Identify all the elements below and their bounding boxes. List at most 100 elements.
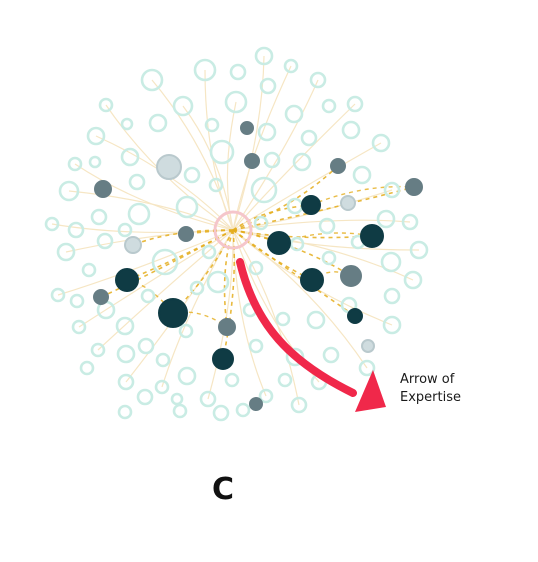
background-link <box>161 229 234 388</box>
community-node <box>321 250 337 266</box>
expertise-link <box>232 229 356 317</box>
community-node <box>253 215 269 231</box>
community-node <box>300 129 318 147</box>
community-node <box>175 195 199 219</box>
community-node <box>81 262 97 278</box>
community-node <box>209 139 235 165</box>
community-node <box>90 208 108 226</box>
community-node <box>306 310 326 330</box>
community-node <box>201 244 217 260</box>
community-node <box>380 251 402 273</box>
community-node <box>178 323 194 339</box>
community-node <box>346 95 364 113</box>
community-node <box>44 216 60 232</box>
community-node <box>172 95 194 117</box>
community-node <box>229 63 247 81</box>
background-link <box>232 229 368 369</box>
expert-node <box>124 236 142 254</box>
community-node <box>284 104 304 124</box>
expert-node <box>340 195 356 211</box>
arrow-shaft <box>236 258 357 397</box>
background-link <box>151 79 234 231</box>
community-node <box>263 151 281 169</box>
expertise-link <box>223 229 234 328</box>
expert-nodes <box>93 121 423 411</box>
community-node <box>148 113 168 133</box>
community-node <box>224 90 248 114</box>
community-node <box>127 202 151 226</box>
community-node <box>286 197 304 215</box>
community-node <box>183 166 201 184</box>
community-node <box>172 403 188 419</box>
arrow-of-expertise <box>236 258 386 412</box>
expert-node <box>360 224 384 248</box>
expert-node <box>156 154 182 180</box>
community-node <box>250 176 278 204</box>
community-node <box>248 260 264 276</box>
community-node <box>206 270 230 294</box>
expert-node <box>158 298 188 328</box>
community-node <box>204 117 220 133</box>
community-node <box>86 126 106 146</box>
expert-node <box>93 289 109 305</box>
community-node <box>155 352 171 368</box>
expert-node <box>340 265 362 287</box>
community-node <box>128 173 146 191</box>
community-node <box>285 347 305 367</box>
expert-node <box>267 231 291 255</box>
community-node <box>136 388 154 406</box>
background-link <box>232 189 393 231</box>
community-node <box>58 180 80 202</box>
community-node <box>140 288 156 304</box>
background-link <box>232 142 382 231</box>
community-node <box>154 379 170 395</box>
background-link <box>232 55 265 231</box>
expert-node <box>94 180 112 198</box>
expertise-link <box>100 229 234 298</box>
community-node <box>289 236 305 252</box>
community-node <box>189 280 205 296</box>
background-link <box>57 229 234 296</box>
newcomer-node <box>213 210 253 250</box>
community-node <box>193 58 217 82</box>
expert-node <box>218 318 236 336</box>
community-node <box>90 342 106 358</box>
community-node <box>140 68 164 92</box>
community-node <box>69 293 85 309</box>
community-node <box>403 270 423 290</box>
community-node <box>67 156 83 172</box>
expertise-link <box>222 229 236 360</box>
community-node <box>358 359 376 377</box>
community-node <box>50 287 66 303</box>
expert-node <box>240 121 254 135</box>
community-node <box>254 46 274 66</box>
community-node <box>259 77 277 95</box>
arrow-head <box>355 370 386 412</box>
expertise-link <box>310 185 415 206</box>
community-node <box>383 181 401 199</box>
community-node <box>67 221 85 239</box>
expertise-link <box>172 311 228 328</box>
community-node <box>116 344 136 364</box>
community-node <box>212 404 230 422</box>
community-node <box>341 120 361 140</box>
community-node <box>321 98 337 114</box>
background-link <box>182 105 234 231</box>
community-node <box>79 360 95 376</box>
community-node <box>383 287 401 305</box>
background-link <box>74 163 234 231</box>
community-node <box>120 117 134 131</box>
community-node <box>283 58 299 74</box>
expertise-link <box>232 186 415 231</box>
community-node <box>248 338 264 354</box>
community-node <box>352 165 372 185</box>
community-node <box>409 240 429 260</box>
community-node <box>71 319 87 335</box>
community-node <box>96 232 114 250</box>
community-node <box>199 390 217 408</box>
background-link <box>232 79 319 231</box>
community-node <box>56 242 76 262</box>
community-node <box>177 366 197 386</box>
expert-node <box>361 339 375 353</box>
